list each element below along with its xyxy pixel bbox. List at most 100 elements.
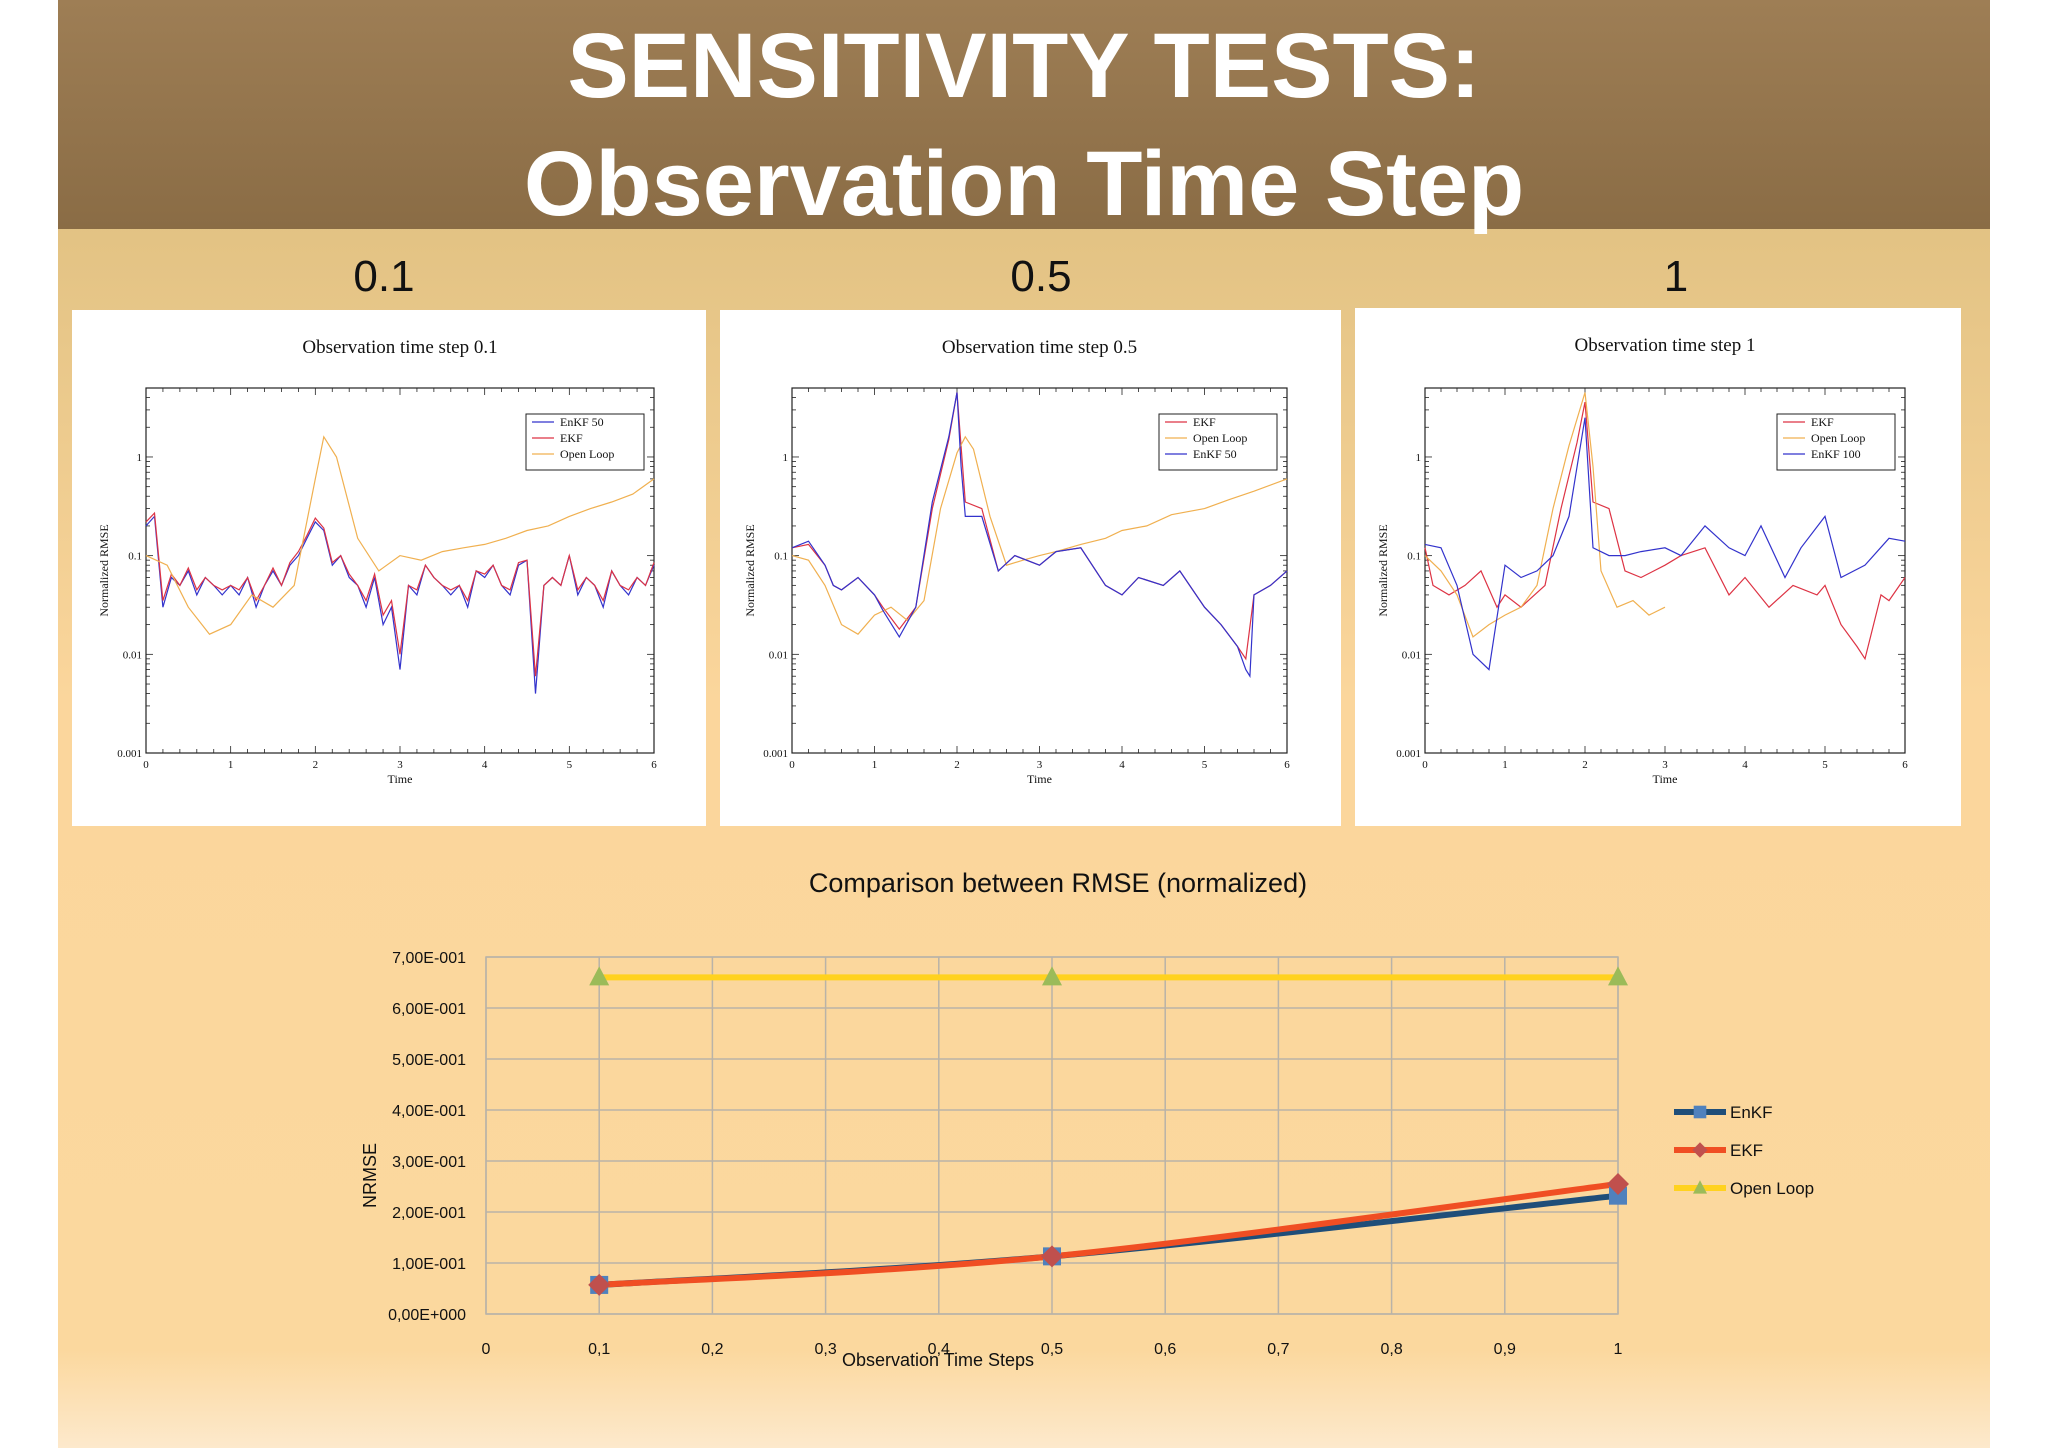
x-tick-label: 0,3: [814, 1341, 836, 1358]
column-label-0.1: 0.1: [353, 252, 415, 301]
legend-label: EnKF: [1730, 1103, 1773, 1122]
panel-timestep-1: Observation time step 1 0.001 0.01 0.1 1 0 1 2 3…: [1355, 308, 1961, 826]
x-tick-label: 0,1: [588, 1341, 610, 1358]
series-line: [1424, 401, 1906, 661]
y-tick-label: 0.01: [769, 649, 788, 661]
plot-area-border: [485, 956, 1619, 1315]
marker-diamond: [588, 1273, 611, 1296]
y-tick-label: 1: [137, 452, 143, 464]
series-line: [596, 1192, 1621, 1288]
legend-box: [1776, 413, 1896, 471]
legend-label: Open Loop: [1811, 431, 1865, 445]
marker-triangle: [589, 966, 610, 986]
x-tick-label: 0,2: [701, 1341, 723, 1358]
x-tick-label: 5: [1202, 759, 1208, 771]
legend-label: Open Loop: [1193, 431, 1247, 445]
x-tick-label: 2: [954, 759, 960, 771]
x-tick-label: 1: [872, 759, 878, 771]
x-tick-label: 0: [1422, 759, 1428, 771]
y-axis-label: Normalized RMSE: [1376, 524, 1390, 616]
x-tick-label: 2: [1582, 759, 1588, 771]
marker-square: [1693, 1105, 1707, 1119]
legend-label: EKF: [1193, 415, 1216, 429]
x-tick-label: 4: [1742, 759, 1748, 771]
x-tick-label: 6: [1902, 759, 1908, 771]
slide-title-line2: Observation Time Step: [523, 133, 1525, 235]
legend-label: EnKF 100: [1811, 447, 1861, 461]
y-tick-label: 0.1: [774, 551, 788, 563]
x-tick-label: 0,9: [1494, 1341, 1516, 1358]
small-chart-title: Observation time step 1: [1575, 335, 1756, 356]
x-tick-label: 3: [397, 759, 403, 771]
legend-box: [1158, 413, 1278, 471]
marker-square: [1609, 1186, 1627, 1205]
y-tick-label: 0.01: [1402, 649, 1421, 661]
marker-square: [590, 1275, 609, 1294]
x-tick-label: 1: [1614, 1341, 1623, 1358]
x-tick-label: 6: [1284, 759, 1290, 771]
y-tick-label: 5,00E-001: [392, 1052, 466, 1069]
y-axis-label: NRMSE: [360, 1143, 380, 1208]
y-tick-label: 0.001: [1396, 748, 1421, 760]
x-tick-label: 6: [651, 759, 657, 771]
y-tick-label: 0.1: [128, 551, 142, 563]
chart-timestep-0.1: Observation time step 0.1 0.001 0.01 0.1 1 0 1…: [97, 337, 657, 786]
x-axis-label: Time: [1653, 772, 1678, 786]
y-tick-label: 0.001: [117, 748, 142, 760]
y-tick-label: 0.01: [123, 649, 142, 661]
x-tick-label: 0: [143, 759, 149, 771]
small-chart-title: Observation time step 0.1: [302, 337, 497, 358]
column-label-1: 1: [1663, 252, 1689, 301]
y-tick-label: 0.001: [763, 748, 788, 760]
legend-label: EKF: [1811, 415, 1834, 429]
x-tick-label: 0,6: [1154, 1341, 1176, 1358]
x-tick-label: 3: [1662, 759, 1668, 771]
marker-triangle: [1608, 966, 1628, 986]
legend-label: EKF: [1730, 1141, 1763, 1160]
marker-diamond: [1041, 1245, 1063, 1268]
marker-triangle: [1693, 1180, 1707, 1194]
marker-diamond: [1692, 1142, 1708, 1158]
comparison-chart-title: Comparison between RMSE (normalized): [809, 868, 1307, 898]
marker-triangle: [1042, 966, 1062, 986]
x-tick-label: 5: [1822, 759, 1828, 771]
slide-background: SENSITIVITY TESTS: Observation Time Step…: [58, 0, 1990, 1448]
x-tick-label: 1: [228, 759, 234, 771]
small-chart-title: Observation time step 0.5: [942, 337, 1137, 358]
series-line: [596, 1180, 1621, 1288]
y-tick-label: 0,00E+000: [388, 1307, 466, 1324]
y-tick-label: 1: [783, 452, 789, 464]
x-axis-label: Observation Time Steps: [842, 1350, 1034, 1370]
y-tick-label: 2,00E-001: [392, 1205, 466, 1222]
chart-timestep-1: Observation time step 1 0.001 0.01 0.1 1 0 1 2 3…: [1376, 335, 1908, 786]
y-tick-label: 1: [1416, 452, 1422, 464]
legend-label: Open Loop: [1730, 1179, 1814, 1198]
panel-timestep-0.1: Observation time step 0.1 0.001 0.01 0.1 1 0 1…: [72, 310, 706, 826]
legend-box: [525, 413, 645, 471]
x-tick-label: 0,5: [1041, 1341, 1063, 1358]
x-axis-label: Time: [1027, 772, 1052, 786]
series-line: [1424, 392, 1666, 638]
series-line: [145, 514, 655, 694]
y-tick-label: 4,00E-001: [392, 1103, 466, 1120]
y-tick-label: 0.1: [1407, 551, 1421, 563]
x-tick-label: 4: [482, 759, 488, 771]
series-line: [791, 392, 1288, 679]
legend-label: EnKF 50: [560, 415, 604, 429]
x-tick-label: 5: [567, 759, 573, 771]
chart-timestep-0.5: Observation time step 0.5 0.001 0.01 0.1 1 0 1…: [743, 337, 1290, 786]
legend-label: EnKF 50: [1193, 447, 1237, 461]
x-tick-label: 4: [1119, 759, 1125, 771]
slide-title-line1: SENSITIVITY TESTS:: [567, 15, 1481, 117]
series-line: [145, 511, 655, 677]
x-tick-label: 0,4: [928, 1341, 950, 1358]
y-axis-label: Normalized RMSE: [743, 524, 757, 616]
panel-timestep-0.5: Observation time step 0.5 0.001 0.01 0.1 1 0 1…: [720, 310, 1341, 826]
legend-label: EKF: [560, 431, 583, 445]
series-line: [145, 435, 655, 635]
series-line: [791, 435, 1288, 635]
x-tick-label: 0: [482, 1341, 491, 1358]
x-tick-label: 0: [789, 759, 795, 771]
y-tick-label: 7,00E-001: [392, 950, 466, 967]
legend-label: Open Loop: [560, 447, 614, 461]
